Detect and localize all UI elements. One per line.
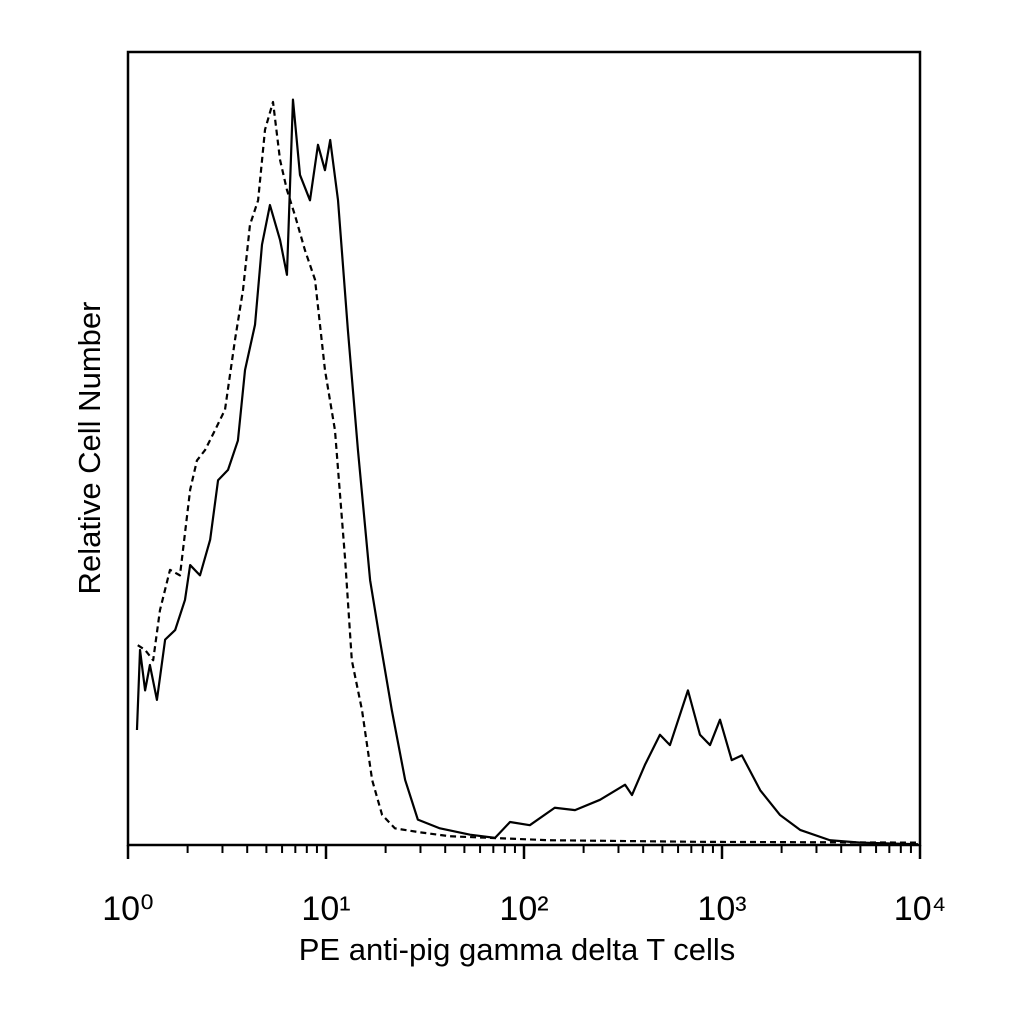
dashed-histogram [137, 100, 919, 844]
x-tick-label: 10¹ [301, 890, 350, 928]
x-tick-label: 10⁰ [102, 890, 153, 928]
y-axis-title: Relative Cell Number [72, 302, 107, 595]
x-axis-title: PE anti-pig gamma delta T cells [299, 932, 736, 967]
x-tick-label: 10³ [697, 890, 746, 928]
x-tick-label: 10⁴ [894, 890, 946, 928]
x-tick-label: 10² [499, 890, 548, 928]
plot-frame [126, 50, 922, 847]
solid-histogram [135, 98, 919, 846]
